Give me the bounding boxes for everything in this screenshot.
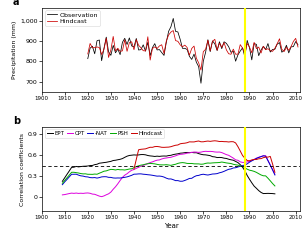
PSH — [209, 162, 212, 164]
PSH — [232, 163, 235, 166]
Observation — [254, 43, 258, 46]
Observation — [245, 39, 249, 42]
Legend: Observation, Hindcast: Observation, Hindcast — [45, 10, 99, 26]
PSH — [95, 173, 99, 176]
CPT — [60, 194, 64, 196]
Line: -NAT: -NAT — [62, 156, 275, 185]
PSH — [167, 164, 171, 166]
EPT — [60, 180, 64, 183]
Observation — [257, 54, 261, 57]
CPT — [204, 150, 208, 153]
Observation — [215, 49, 219, 52]
Hindcast — [86, 53, 90, 55]
PSH — [60, 182, 64, 185]
Hindcast — [199, 69, 203, 72]
Observation — [259, 49, 263, 51]
Text: b: b — [13, 116, 20, 126]
PSH — [104, 169, 108, 172]
-NAT — [209, 173, 212, 176]
Hindcast — [254, 47, 258, 50]
Hindcast — [245, 42, 249, 45]
PSH — [88, 173, 92, 176]
CPT — [88, 192, 92, 195]
-NAT — [60, 183, 64, 186]
EPT — [95, 163, 99, 166]
Line: CPT: CPT — [62, 151, 275, 197]
Hindcast — [209, 140, 212, 143]
-NAT — [229, 168, 233, 170]
Hindcast — [266, 47, 270, 50]
CPT — [169, 156, 173, 159]
-NAT — [95, 177, 99, 180]
Line: PSH: PSH — [62, 162, 275, 186]
EPT — [232, 159, 235, 162]
-NAT — [104, 175, 108, 178]
Observation — [86, 57, 90, 60]
-NAT — [261, 154, 265, 157]
-NAT — [88, 176, 92, 179]
Legend: EPT, CPT, -NAT, PSH, Hindcast: EPT, CPT, -NAT, PSH, Hindcast — [45, 129, 164, 138]
Hindcast — [171, 29, 175, 32]
Line: Hindcast: Hindcast — [88, 30, 298, 70]
-NAT — [167, 177, 171, 180]
EPT — [273, 192, 277, 195]
CPT — [273, 173, 277, 176]
Line: EPT: EPT — [62, 152, 275, 194]
EPT — [88, 164, 92, 167]
EPT — [190, 151, 194, 154]
Y-axis label: Correlation coefficients: Correlation coefficients — [20, 133, 25, 206]
Hindcast — [167, 146, 171, 148]
PSH — [273, 185, 277, 187]
Observation — [199, 82, 203, 85]
Line: Hindcast: Hindcast — [134, 141, 275, 172]
PSH — [220, 161, 224, 164]
Hindcast — [259, 52, 263, 55]
Hindcast — [257, 46, 261, 48]
Observation — [171, 17, 175, 20]
-NAT — [273, 173, 277, 176]
CPT — [95, 194, 99, 197]
CPT — [213, 151, 217, 153]
CPT — [100, 195, 103, 198]
EPT — [167, 154, 171, 157]
X-axis label: Year: Year — [164, 223, 178, 229]
Line: Observation: Observation — [88, 18, 298, 83]
CPT — [234, 158, 237, 161]
Hindcast — [273, 171, 277, 174]
Hindcast — [215, 49, 219, 52]
EPT — [104, 161, 108, 164]
Hindcast — [296, 46, 300, 48]
Y-axis label: Precipitation (mm): Precipitation (mm) — [12, 21, 17, 79]
Observation — [296, 43, 300, 46]
Observation — [266, 42, 270, 45]
CPT — [107, 192, 110, 195]
Text: a: a — [13, 0, 20, 7]
Hindcast — [229, 140, 233, 143]
EPT — [211, 155, 214, 158]
